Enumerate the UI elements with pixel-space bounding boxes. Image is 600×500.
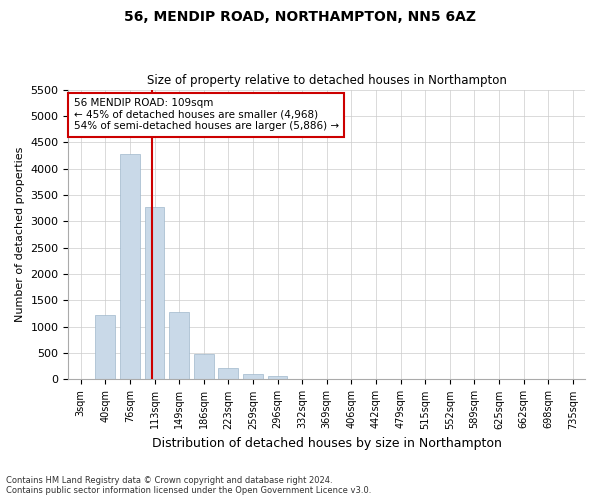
Bar	[268, 376, 287, 380]
X-axis label: Distribution of detached houses by size in Northampton: Distribution of detached houses by size …	[152, 437, 502, 450]
Bar	[120, 154, 140, 380]
Bar	[169, 312, 189, 380]
Bar	[243, 374, 263, 380]
Y-axis label: Number of detached properties: Number of detached properties	[15, 147, 25, 322]
Text: 56, MENDIP ROAD, NORTHAMPTON, NN5 6AZ: 56, MENDIP ROAD, NORTHAMPTON, NN5 6AZ	[124, 10, 476, 24]
Text: Contains HM Land Registry data © Crown copyright and database right 2024.
Contai: Contains HM Land Registry data © Crown c…	[6, 476, 371, 495]
Text: 56 MENDIP ROAD: 109sqm
← 45% of detached houses are smaller (4,968)
54% of semi-: 56 MENDIP ROAD: 109sqm ← 45% of detached…	[74, 98, 338, 132]
Title: Size of property relative to detached houses in Northampton: Size of property relative to detached ho…	[147, 74, 506, 87]
Bar	[218, 368, 238, 380]
Bar	[194, 354, 214, 380]
Bar	[95, 314, 115, 380]
Bar	[145, 206, 164, 380]
